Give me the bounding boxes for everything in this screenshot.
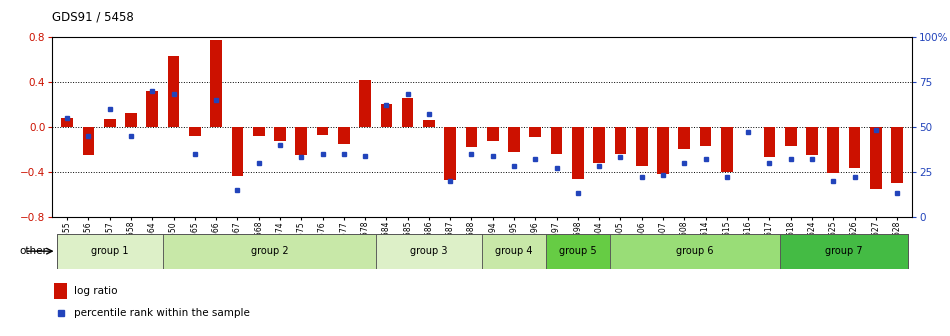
Bar <box>870 127 882 188</box>
Bar <box>780 234 908 269</box>
Text: group 2: group 2 <box>251 246 288 256</box>
Bar <box>295 127 307 155</box>
Bar <box>445 127 456 180</box>
Text: group 6: group 6 <box>676 246 713 256</box>
Bar <box>610 234 780 269</box>
Bar <box>529 127 542 137</box>
Text: log ratio: log ratio <box>74 286 118 296</box>
Bar <box>764 127 775 157</box>
Bar <box>104 119 116 127</box>
Bar <box>381 104 392 127</box>
Bar <box>848 127 861 168</box>
Bar <box>466 127 477 147</box>
Text: other: other <box>20 246 48 256</box>
Text: group 5: group 5 <box>560 246 597 256</box>
Bar <box>54 283 67 298</box>
Bar <box>253 127 264 136</box>
Text: percentile rank within the sample: percentile rank within the sample <box>74 308 250 318</box>
Bar <box>546 234 610 269</box>
Text: GDS91 / 5458: GDS91 / 5458 <box>52 10 134 23</box>
Bar <box>827 127 839 173</box>
Bar <box>62 118 73 127</box>
Bar <box>125 113 137 127</box>
Bar <box>83 127 94 155</box>
Bar <box>423 120 435 127</box>
Bar <box>487 127 499 141</box>
Bar <box>275 127 286 141</box>
Bar <box>551 127 562 154</box>
Bar <box>700 127 712 146</box>
Bar <box>402 98 413 127</box>
Text: group 7: group 7 <box>826 246 863 256</box>
Bar <box>189 127 200 136</box>
Bar <box>375 234 482 269</box>
Bar <box>232 127 243 176</box>
Bar <box>721 127 732 172</box>
Bar <box>316 127 329 135</box>
Bar <box>657 127 669 174</box>
Bar <box>678 127 690 149</box>
Text: group 3: group 3 <box>410 246 447 256</box>
Bar <box>168 56 180 127</box>
Bar <box>508 127 520 152</box>
Bar <box>56 234 162 269</box>
Bar <box>338 127 350 144</box>
Bar <box>482 234 546 269</box>
Bar <box>891 127 902 183</box>
Text: group 1: group 1 <box>91 246 128 256</box>
Bar <box>359 80 371 127</box>
Bar <box>572 127 583 178</box>
Bar <box>807 127 818 155</box>
Text: group 4: group 4 <box>495 246 533 256</box>
Bar <box>594 127 605 163</box>
Bar <box>615 127 626 154</box>
Bar <box>210 40 222 127</box>
Bar <box>785 127 796 146</box>
Bar <box>146 91 158 127</box>
Bar <box>636 127 648 166</box>
Bar <box>162 234 375 269</box>
